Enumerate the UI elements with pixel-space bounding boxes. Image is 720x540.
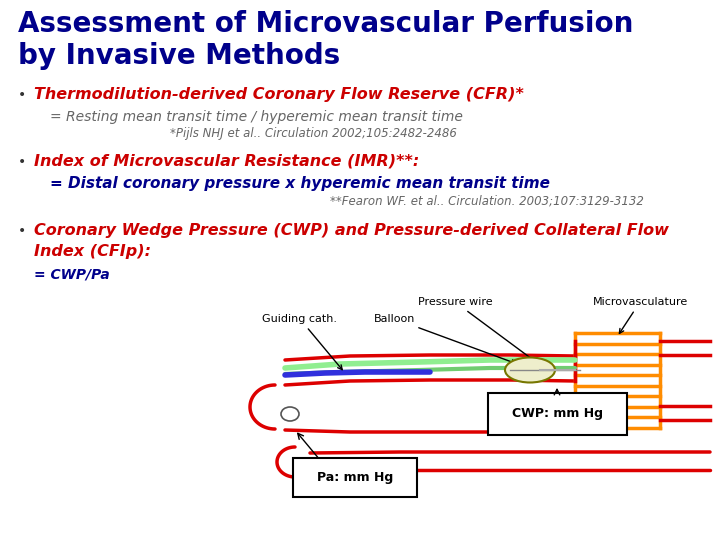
- Text: **Fearon WF. et al.. Circulation. 2003;107:3129-3132: **Fearon WF. et al.. Circulation. 2003;1…: [330, 195, 644, 208]
- Text: Index of Microvascular Resistance (IMR)**:: Index of Microvascular Resistance (IMR)*…: [34, 154, 419, 169]
- FancyBboxPatch shape: [488, 393, 627, 435]
- Text: = Distal coronary pressure x hyperemic mean transit time: = Distal coronary pressure x hyperemic m…: [50, 176, 550, 191]
- Text: = CWP/Pa: = CWP/Pa: [34, 267, 109, 281]
- Text: by Invasive Methods: by Invasive Methods: [18, 42, 341, 70]
- Text: Assessment of Microvascular Perfusion: Assessment of Microvascular Perfusion: [18, 10, 634, 38]
- Text: •: •: [18, 88, 26, 102]
- Text: Thermodilution-derived Coronary Flow Reserve (CFR)*: Thermodilution-derived Coronary Flow Res…: [34, 87, 524, 102]
- Text: Microvasculature: Microvasculature: [593, 297, 688, 333]
- Text: = Resting mean transit time / hyperemic mean transit time: = Resting mean transit time / hyperemic …: [50, 110, 463, 124]
- Text: •: •: [18, 224, 26, 238]
- Ellipse shape: [281, 407, 299, 421]
- Text: Guiding cath.: Guiding cath.: [263, 314, 342, 370]
- FancyBboxPatch shape: [293, 458, 417, 497]
- Text: CWP: mm Hg: CWP: mm Hg: [511, 408, 603, 421]
- Text: Balloon: Balloon: [374, 314, 516, 364]
- Text: *Pijls NHJ et al.. Circulation 2002;105:2482-2486: *Pijls NHJ et al.. Circulation 2002;105:…: [170, 127, 457, 140]
- Text: Pa: mm Hg: Pa: mm Hg: [317, 470, 393, 483]
- Ellipse shape: [505, 357, 555, 382]
- Text: Index (CFIp):: Index (CFIp):: [34, 244, 151, 259]
- Text: •: •: [18, 155, 26, 169]
- Text: Coronary Wedge Pressure (CWP) and Pressure-derived Collateral Flow: Coronary Wedge Pressure (CWP) and Pressu…: [34, 223, 669, 238]
- Text: Pressure wire: Pressure wire: [418, 297, 536, 362]
